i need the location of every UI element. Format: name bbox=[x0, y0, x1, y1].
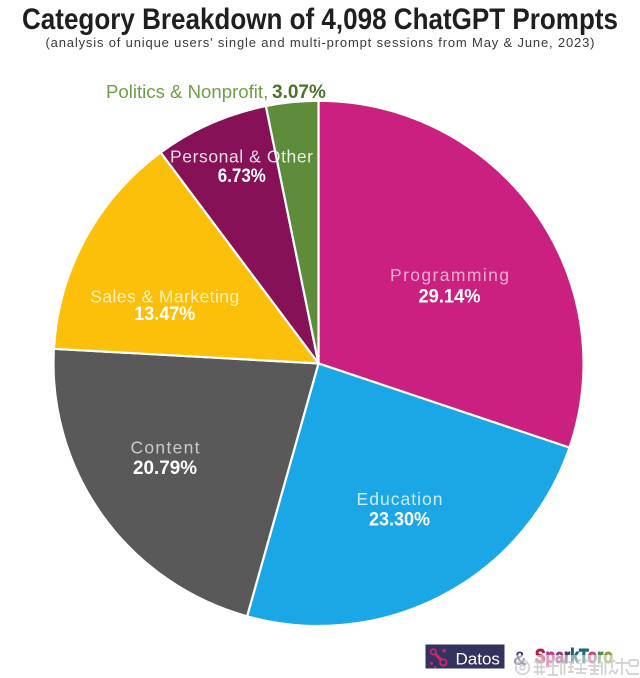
svg-text:20.79%: 20.79% bbox=[133, 457, 197, 479]
svg-text:Education: Education bbox=[357, 489, 443, 509]
svg-text:Category Breakdown of 4,098 Ch: Category Breakdown of 4,098 ChatGPT Prom… bbox=[22, 3, 618, 36]
svg-text:Politics & Nonprofit,: Politics & Nonprofit, bbox=[106, 81, 268, 102]
svg-text:23.30%: 23.30% bbox=[369, 509, 430, 531]
svg-text:Personal & Other: Personal & Other bbox=[170, 147, 313, 167]
svg-text:(analysis of unique users' sin: (analysis of unique users' single and mu… bbox=[46, 35, 595, 50]
svg-text:Programming: Programming bbox=[390, 265, 509, 285]
svg-text:Content: Content bbox=[131, 438, 200, 458]
svg-text:Datos: Datos bbox=[456, 650, 500, 669]
svg-text:13.47%: 13.47% bbox=[134, 303, 195, 325]
svg-text:3.07%: 3.07% bbox=[272, 82, 326, 103]
svg-text:Sales & Marketing: Sales & Marketing bbox=[90, 287, 239, 307]
svg-text:6.73%: 6.73% bbox=[218, 165, 266, 187]
svg-text:29.14%: 29.14% bbox=[419, 286, 481, 308]
